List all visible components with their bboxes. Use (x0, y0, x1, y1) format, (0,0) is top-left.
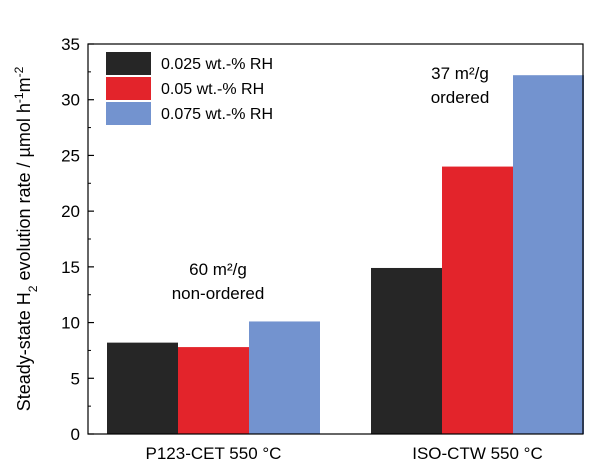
y-tick-label: 5 (71, 369, 80, 388)
y-label-sup2: -2 (12, 66, 26, 77)
y-axis-label: Steady-state H2 evolution rate / µmol h-… (12, 66, 40, 411)
y-tick-label: 30 (61, 91, 80, 110)
y-tick-label: 35 (61, 35, 80, 54)
legend: 0.025 wt.-% RH 0.05 wt.-% RH 0.075 wt.-% R… (106, 52, 273, 125)
legend-label: 0.05 wt.-% RH (161, 81, 264, 98)
bars-group (107, 75, 584, 435)
annotation-text: non-ordered (172, 284, 265, 303)
annotations-group: 60 m²/g non-ordered 37 m²/g ordered (172, 64, 490, 303)
annotation-text: 37 m²/g (431, 64, 489, 83)
bar-2-3 (513, 75, 584, 434)
bar-1-3 (249, 321, 320, 434)
axes-group: P123-CET 550 °C ISO-CTW 550 °C 0 5 10 15 20 25 3… (61, 35, 584, 463)
x-tick-label: P123-CET 550 °C (146, 444, 282, 463)
y-tick-label: 15 (61, 258, 80, 277)
y-tick-label: 25 (61, 146, 80, 165)
x-tick-label: ISO-CTW 550 °C (412, 444, 543, 463)
y-label-sub: 2 (26, 285, 40, 292)
legend-label: 0.025 wt.-% RH (161, 56, 273, 73)
y-label-sup1: -1 (12, 92, 26, 103)
y-tick-label: 20 (61, 202, 80, 221)
legend-swatch (106, 52, 151, 75)
annotation-text: 60 m²/g (189, 260, 247, 279)
legend-swatch (106, 77, 151, 100)
bar-2-1 (371, 267, 442, 434)
annotation-text: ordered (431, 88, 490, 107)
y-tick-label: 10 (61, 314, 80, 333)
bar-1-2 (178, 347, 249, 434)
legend-label: 0.075 wt.-% RH (161, 106, 273, 123)
y-label-middle: evolution rate / µmol h (14, 103, 34, 285)
y-axis-label-group: Steady-state H2 evolution rate / µmol h-… (12, 66, 40, 411)
bar-2-2 (442, 166, 513, 435)
y-label-space: m (14, 77, 34, 92)
bar-1-1 (107, 342, 178, 434)
legend-swatch (106, 102, 151, 125)
y-tick-label: 0 (71, 425, 80, 444)
y-label-prefix: Steady-state H (14, 292, 34, 411)
